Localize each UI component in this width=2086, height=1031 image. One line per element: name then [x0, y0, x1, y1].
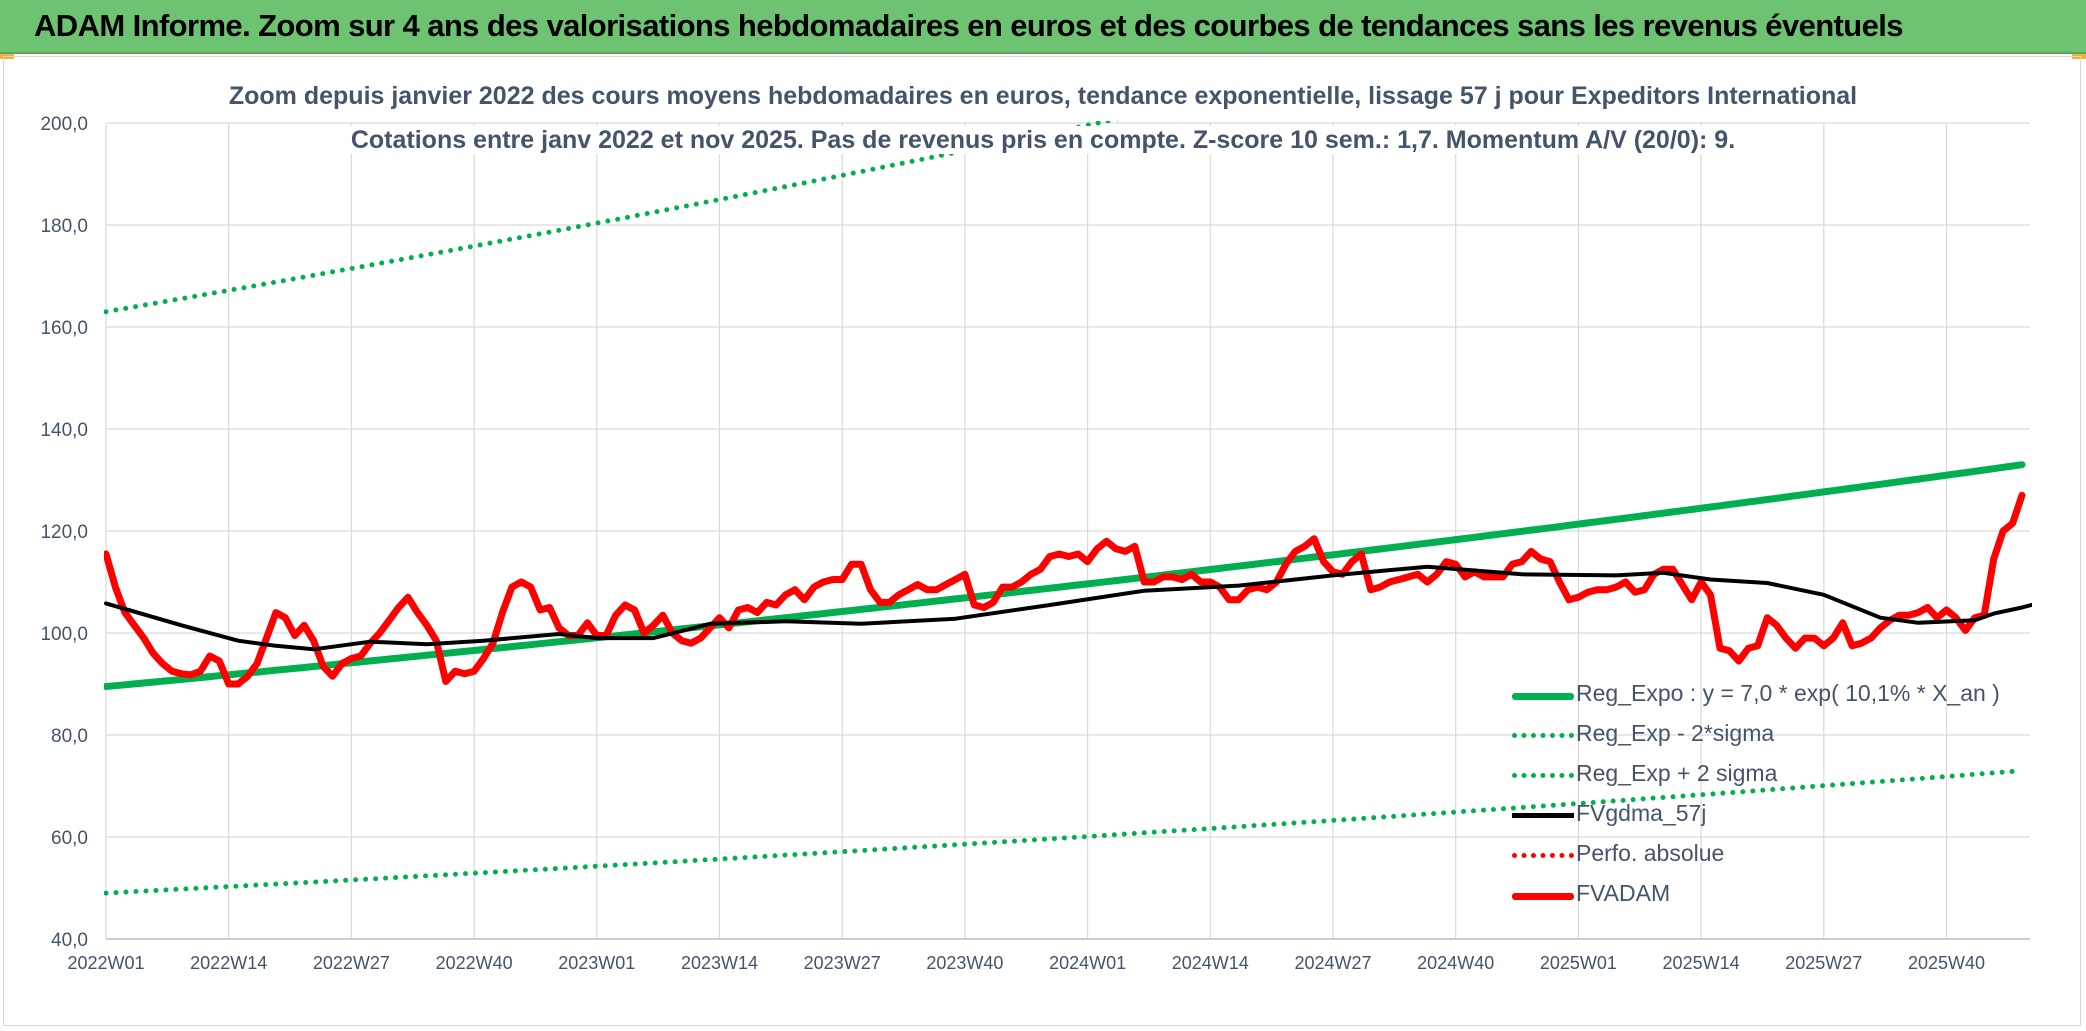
chart-subtitle: Cotations entre janv 2022 et nov 2025. P… — [0, 126, 2086, 155]
legend-item: Perfo. absolue — [1508, 836, 2008, 876]
legend-label: Reg_Exp + 2 sigma — [1576, 760, 1778, 786]
legend-swatch — [1512, 733, 1574, 738]
x-tick-label: 2025W01 — [1540, 953, 1617, 973]
legend-swatch — [1512, 773, 1574, 778]
series-line — [104, 491, 2026, 688]
y-tick-label: 120,0 — [40, 522, 88, 543]
legend-swatch — [1512, 853, 1574, 858]
legend-swatch — [1512, 813, 1574, 818]
legend-label: FVADAM — [1576, 880, 1671, 906]
y-tick-label: 140,0 — [40, 420, 88, 441]
legend-item: Reg_Expo : y = 7,0 * exp( 10,1% * X_an ) — [1508, 676, 2008, 716]
legend-item: FVADAM — [1508, 876, 2008, 916]
x-tick-label: 2025W40 — [1908, 953, 1985, 973]
series-line — [104, 768, 2025, 896]
x-tick-label: 2023W27 — [804, 953, 881, 973]
x-tick-label: 2022W01 — [67, 953, 144, 973]
x-axis-ticks: 2022W01 2022W14 2022W27 2022W40 2023W01 2023W… — [67, 953, 1985, 973]
x-tick-label: 2025W14 — [1663, 953, 1740, 973]
y-tick-label: 80,0 — [51, 726, 88, 747]
chart-legend: Reg_Expo : y = 7,0 * exp( 10,1% * X_an )… — [1508, 676, 2008, 916]
legend-swatch — [1512, 693, 1574, 700]
legend-label: Reg_Expo : y = 7,0 * exp( 10,1% * X_an ) — [1576, 680, 2000, 706]
x-tick-label: 2022W14 — [190, 953, 267, 973]
series-lines — [104, 121, 2032, 896]
chart-frame — [3, 56, 2081, 1026]
legend-label: Perfo. absolue — [1576, 840, 1725, 866]
legend-item: Reg_Exp + 2 sigma — [1508, 756, 2008, 796]
legend-label: Reg_Exp - 2*sigma — [1576, 720, 1775, 746]
x-tick-label: 2022W40 — [436, 953, 513, 973]
report-banner: ADAM Informe. Zoom sur 4 ans des valoris… — [0, 0, 2086, 54]
chart-title: Zoom depuis janvier 2022 des cours moyen… — [0, 82, 2086, 111]
y-tick-label: 40,0 — [51, 930, 88, 951]
legend-label: FVgdma_57j — [1576, 800, 1707, 826]
series-line — [104, 564, 2032, 652]
chart-grid — [105, 122, 2030, 940]
x-tick-label: 2023W01 — [558, 953, 635, 973]
y-tick-label: 180,0 — [40, 216, 88, 237]
legend-swatch — [1512, 893, 1574, 900]
x-tick-label: 2024W14 — [1172, 953, 1249, 973]
x-tick-label: 2024W01 — [1049, 953, 1126, 973]
x-tick-label: 2023W14 — [681, 953, 758, 973]
y-tick-label: 100,0 — [40, 624, 88, 645]
y-tick-label: 200,0 — [40, 114, 88, 135]
x-tick-label: 2024W27 — [1294, 953, 1371, 973]
x-tick-label: 2024W40 — [1417, 953, 1494, 973]
y-tick-label: 160,0 — [40, 318, 88, 339]
x-tick-label: 2022W27 — [313, 953, 390, 973]
x-tick-label: 2025W27 — [1785, 953, 1862, 973]
x-tick-label: 2023W40 — [926, 953, 1003, 973]
series-line — [104, 121, 1120, 315]
report-title: ADAM Informe. Zoom sur 4 ans des valoris… — [34, 8, 1904, 43]
y-axis-ticks: 40,0 60,0 80,0 100,0 120,0 140,0 160,0 180,0 200… — [40, 114, 88, 951]
series-line — [104, 461, 2026, 690]
y-tick-label: 60,0 — [51, 828, 88, 849]
legend-item: FVgdma_57j — [1508, 796, 2008, 836]
legend-item: Reg_Exp - 2*sigma — [1508, 716, 2008, 756]
